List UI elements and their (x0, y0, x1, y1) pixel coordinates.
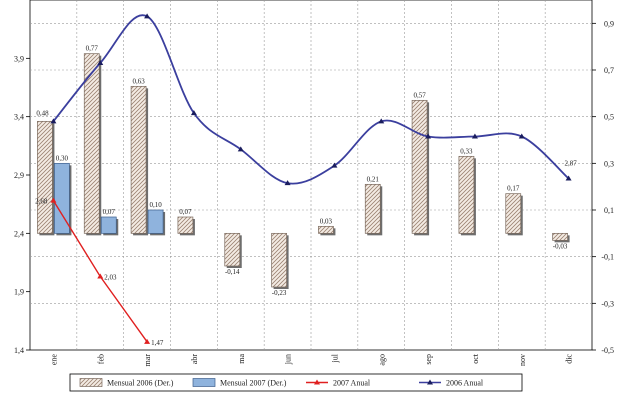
bar-mensual-2007 (54, 162, 70, 234)
category-label: jul (330, 353, 339, 363)
category-label: ma (237, 354, 246, 364)
line-marker (144, 338, 151, 344)
bar-mensual-2007 (147, 209, 164, 234)
bar-mensual-2006 (271, 232, 287, 288)
right-axis-tick-label: 0,1 (604, 206, 614, 215)
bar-value-label: 0,57 (413, 91, 426, 99)
category-label: ene (49, 354, 58, 366)
line-value-label: 1,47 (151, 339, 164, 347)
left-axis-tick-label: 1,9 (14, 288, 24, 297)
bar-mensual-2006 (224, 232, 241, 267)
line-marker (565, 175, 572, 181)
legend-label: 2006 Anual (446, 379, 484, 388)
category-label: nov (518, 354, 527, 366)
bar-mensual-2006 (130, 85, 147, 234)
line-marker (144, 13, 151, 19)
left-axis-tick-label: 2,9 (14, 171, 24, 180)
category-label: ago (377, 354, 386, 366)
lines (50, 13, 572, 344)
legend-swatch (79, 378, 103, 387)
category-label: feb (96, 354, 105, 364)
line-marker (237, 146, 244, 152)
bar-value-label: 0,77 (86, 45, 99, 53)
line-marker (331, 162, 338, 168)
plot-border (29, 0, 593, 351)
right-axis-tick-label: 0,3 (604, 159, 614, 168)
right-axis-tick-label: -0,3 (601, 299, 614, 308)
line-marker (50, 197, 57, 203)
category-label: sep (424, 354, 433, 365)
bars (37, 53, 570, 289)
bar-value-label: 0,33 (460, 147, 473, 155)
gridlines (30, 0, 592, 350)
line-marker (97, 60, 104, 65)
bar-value-label: 0,30 (56, 154, 69, 162)
bar-mensual-2006 (458, 155, 475, 234)
line-value-label: 2,87 (564, 160, 577, 168)
right-axis-tick-label: 0,7 (604, 66, 614, 75)
data-labels: 0,48 0,77 0,63 0,07 -0,14 -0,23 0,03 0,21 0,57 0,… (35, 45, 577, 347)
bar-mensual-2006 (83, 53, 100, 234)
legend-marker (314, 379, 320, 385)
bar-value-label: 0,07 (179, 208, 192, 216)
legend-label: Mensual 2007 (Der.) (220, 379, 287, 388)
category-label: abr (190, 354, 199, 365)
legend: Mensual 2006 (Der.) Mensual 2007 (Der.) 20… (69, 373, 523, 392)
right-axis-tick-label: 0,5 (604, 113, 614, 122)
line-2006-anual (52, 14, 570, 185)
right-axis-tick-label: 0,9 (604, 19, 614, 28)
bar-mensual-2006 (318, 225, 334, 234)
line-value-label: 2,03 (104, 274, 117, 282)
bar-value-label: -0,23 (272, 289, 287, 297)
line-marker (190, 110, 197, 116)
bar-mensual-2006 (37, 120, 53, 234)
left-axis-tick-label: 3,9 (14, 54, 24, 63)
bar-mensual-2007 (100, 216, 117, 234)
bar-value-label: -0,03 (553, 242, 568, 250)
axes: -0,5 -0,3 -0,1 0,1 0,3 0,5 0,7 0,9 1,4 1,9 2,4 2,9 3… (14, 19, 614, 366)
category-label: jun (284, 354, 293, 365)
legend-box (69, 373, 523, 392)
bar-value-label: 0,17 (507, 185, 520, 193)
bar-value-label: -0,14 (225, 268, 240, 276)
right-axis-tick-label: -0,5 (601, 346, 614, 355)
line-marker (50, 118, 57, 124)
plot-area (29, 0, 593, 351)
left-axis-tick-label: 2,4 (14, 229, 24, 238)
category-label: mar (143, 354, 152, 367)
bar-value-label: 0,63 (132, 77, 145, 85)
legend-swatch (192, 378, 216, 387)
bar-mensual-2006 (177, 216, 194, 234)
line-marker (518, 133, 525, 139)
right-axis-tick-label: -0,1 (601, 253, 614, 262)
line-marker (425, 133, 432, 139)
category-label: oct (471, 353, 480, 364)
line-marker (471, 133, 478, 139)
left-axis-tick-label: 3,4 (14, 113, 24, 122)
bar-mensual-2006 (364, 183, 381, 234)
line-marker (97, 273, 104, 279)
bar-value-label: 0,48 (36, 109, 49, 117)
line-marker (378, 118, 385, 124)
bar-mensual-2006 (505, 193, 522, 234)
category-label: dic (565, 354, 574, 364)
line-value-label: 2,68 (35, 198, 48, 206)
bar-value-label: 0,10 (149, 201, 162, 209)
bar-value-label: 0,03 (320, 217, 333, 225)
legend-label: Mensual 2006 (Der.) (107, 379, 174, 388)
bar-mensual-2006 (552, 232, 568, 241)
left-axis-tick-label: 1,4 (14, 346, 24, 355)
legend-marker (427, 379, 433, 385)
line-marker (284, 180, 291, 186)
bar-mensual-2006 (411, 99, 428, 234)
legend-label: 2007 Anual (333, 379, 371, 388)
bar-value-label: 0,07 (103, 208, 116, 216)
bar-value-label: 0,21 (367, 175, 380, 183)
